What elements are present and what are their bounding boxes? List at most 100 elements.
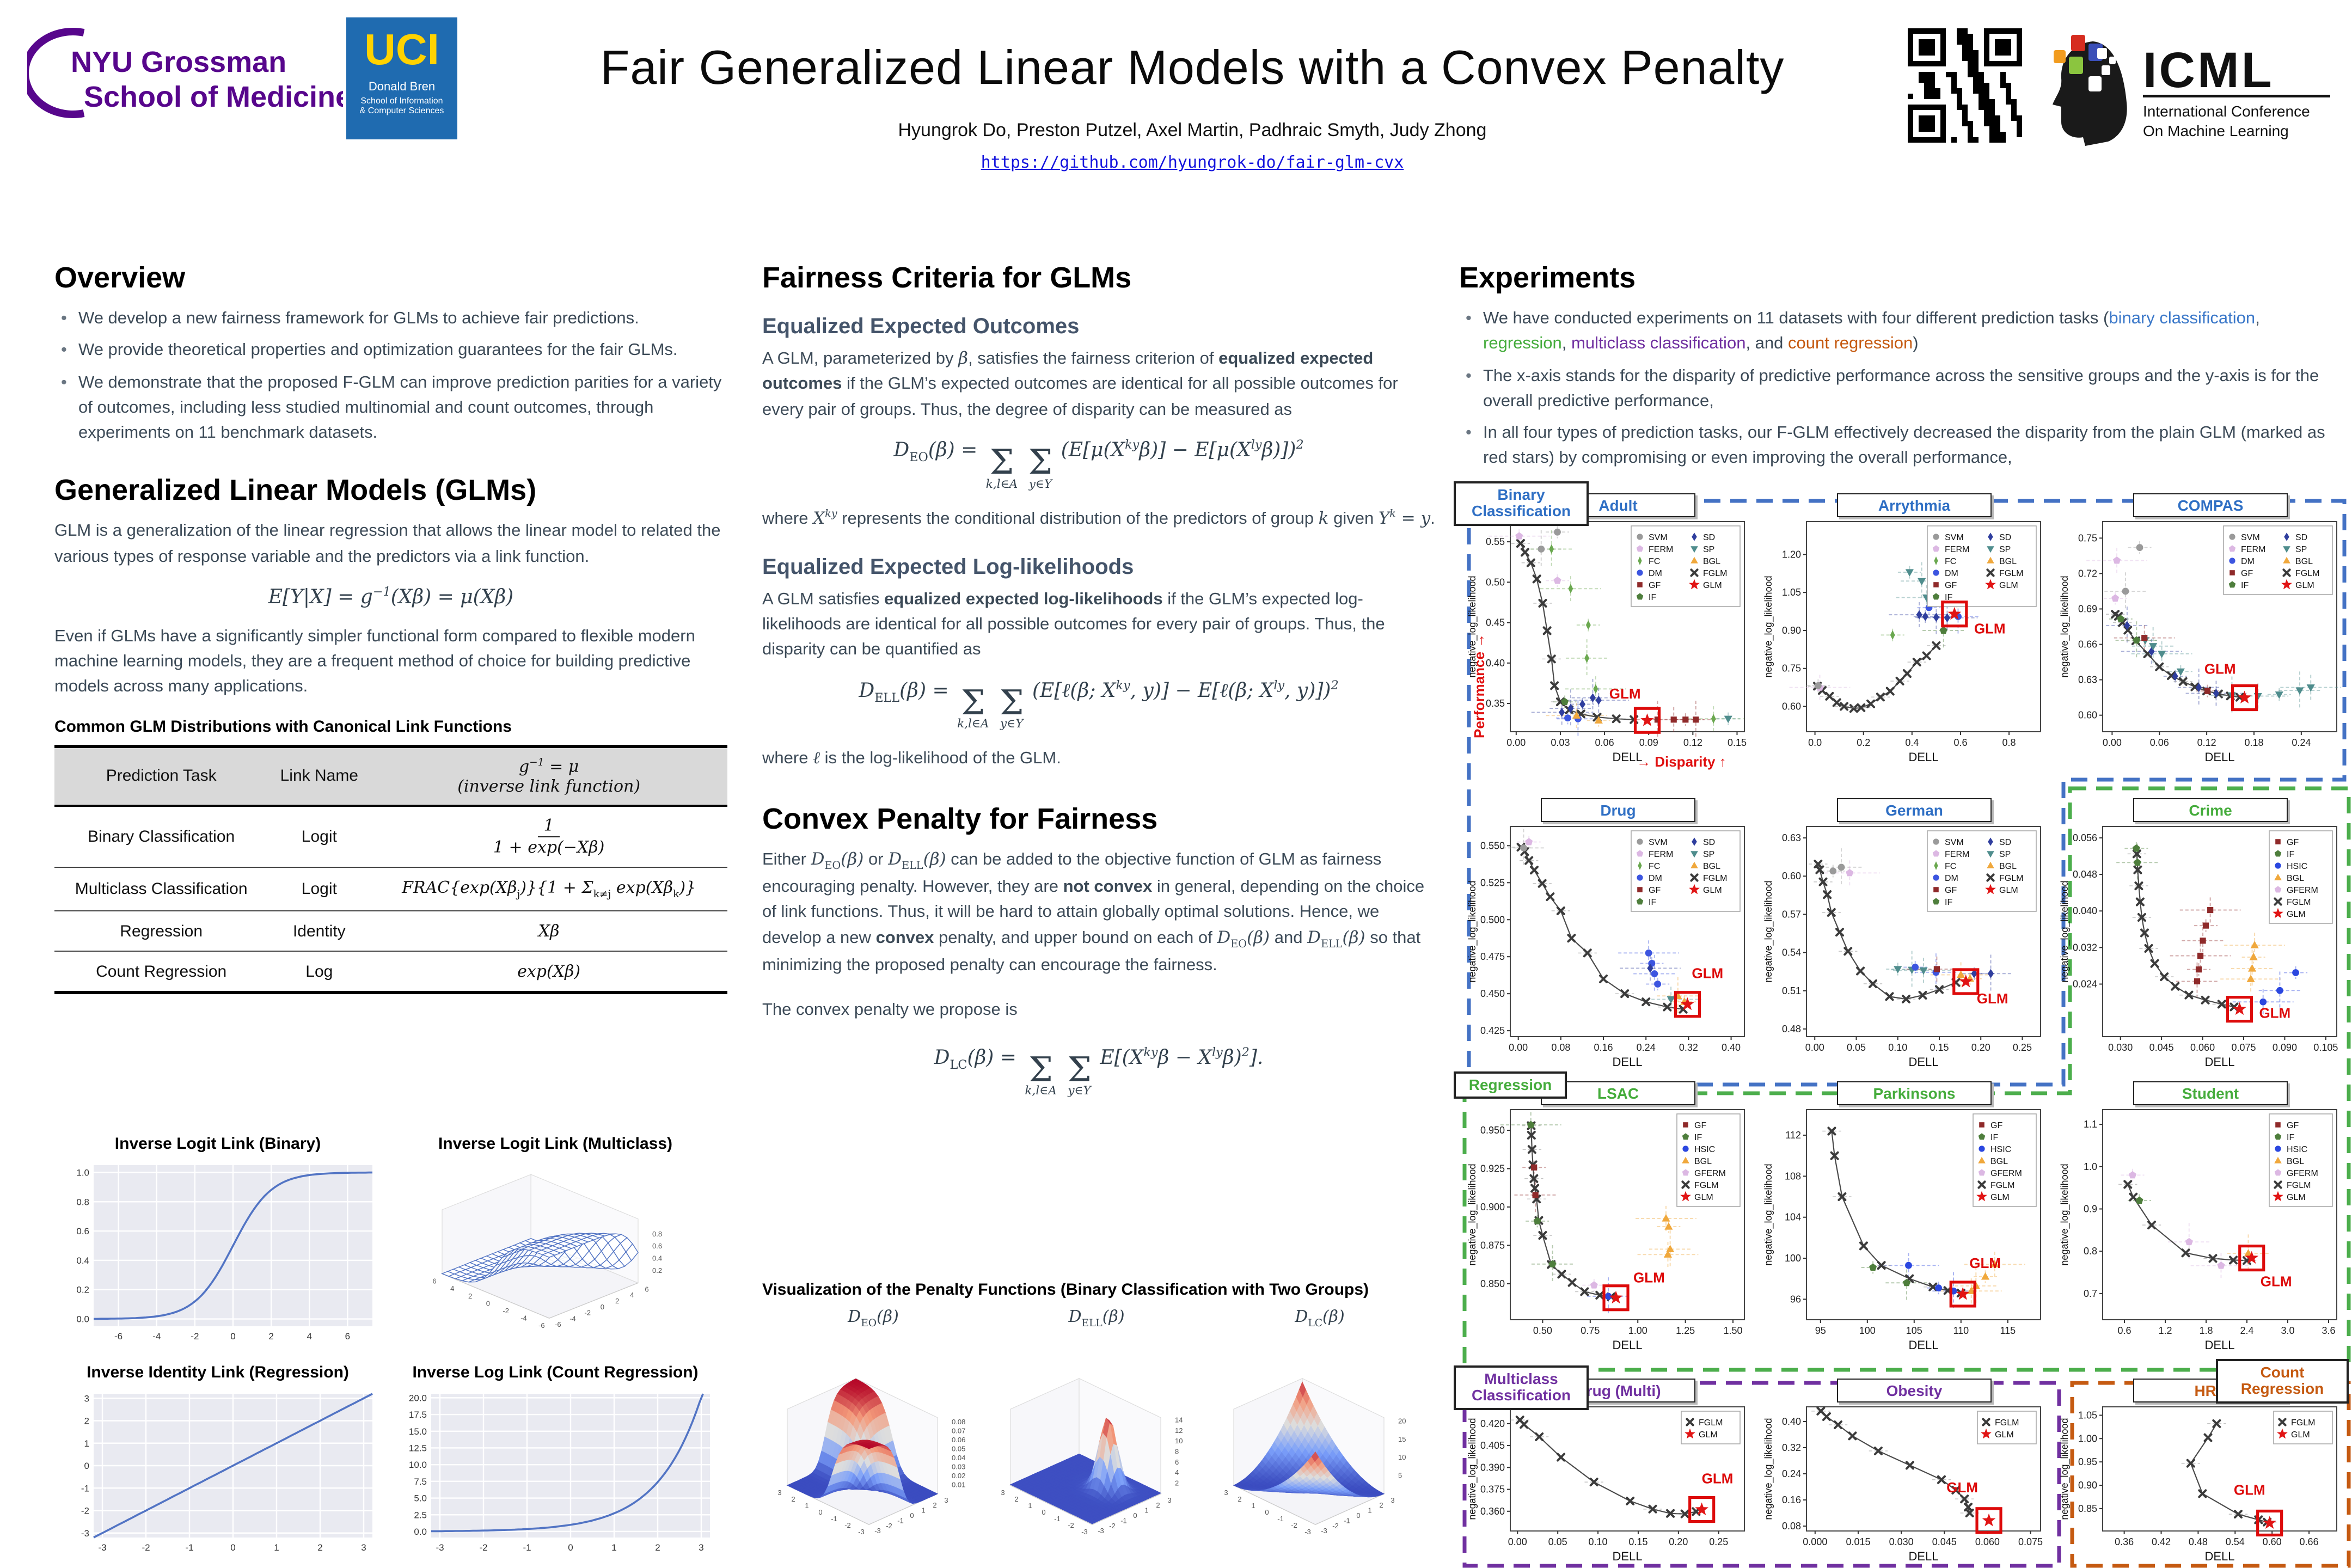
svg-text:15.0: 15.0	[409, 1426, 427, 1437]
svg-text:negative_log_likelihood: negative_log_likelihood	[2059, 880, 2071, 982]
svg-text:-3: -3	[1098, 1527, 1104, 1535]
svg-text:0.54: 0.54	[1782, 947, 1801, 958]
svg-text:DM: DM	[1649, 874, 1662, 883]
svg-text:FGLM: FGLM	[2291, 1418, 2315, 1428]
svg-text:0.8: 0.8	[2084, 1246, 2097, 1257]
svg-text:3: 3	[1167, 1496, 1171, 1504]
plot-lsac: 0.50 0.75 1.00 1.25 1.50 0.850 0.875 0.900 0.925…	[1467, 1109, 1745, 1352]
svg-text:0: 0	[568, 1542, 573, 1553]
svg-text:0.2: 0.2	[76, 1285, 89, 1295]
svg-text:FC: FC	[1945, 862, 1956, 871]
plot-title-obesity: Obesity	[1837, 1379, 1992, 1402]
svg-text:0: 0	[1265, 1508, 1269, 1516]
svg-text:BGL: BGL	[2295, 557, 2313, 566]
svg-text:IF: IF	[1945, 593, 1952, 602]
svg-text:2.5: 2.5	[414, 1510, 427, 1520]
nyu-logo: NYU Grossman School of Medicine	[21, 22, 352, 125]
svg-text:GLM: GLM	[1969, 1255, 2001, 1271]
svg-text:0.24: 0.24	[2292, 737, 2311, 748]
svg-text:0: 0	[230, 1331, 235, 1342]
svg-text:0.51: 0.51	[1782, 985, 1801, 996]
surf-lc-label: DLC(β)	[1295, 1307, 1345, 1330]
svg-text:0.75: 0.75	[2078, 532, 2097, 543]
plot-obesity: 0.000 0.015 0.030 0.045 0.060 0.075 0.08 0.16 0.…	[1763, 1406, 2043, 1563]
icml-line2: On Machine Learning	[2143, 122, 2289, 139]
glm-heading: Generalized Linear Models (GLMs)	[54, 474, 537, 507]
svg-text:1.50: 1.50	[1724, 1325, 1743, 1336]
svg-text:3: 3	[361, 1542, 366, 1553]
svg-text:0.2: 0.2	[652, 1266, 662, 1275]
group-label-multiclass: Multiclass Classification	[1454, 1365, 1589, 1410]
svg-text:2: 2	[317, 1542, 322, 1553]
svg-text:-1: -1	[523, 1542, 531, 1553]
svg-text:0.08: 0.08	[1782, 1521, 1801, 1532]
svg-text:-1: -1	[897, 1516, 904, 1524]
svg-text:6: 6	[432, 1277, 436, 1285]
surface-lc-plot: 3 -3 2 -2 1 -1 0 0 -1 1 -2 2 -3 3 5 10 15 20	[1209, 1326, 1426, 1566]
plot-parkinsons: 95 100 105 110 115 96 100 104 108 112 DELL negative…	[1763, 1109, 2041, 1352]
svg-text:0: 0	[910, 1511, 914, 1520]
svg-text:0.500: 0.500	[1480, 914, 1505, 925]
repo-link[interactable]: https://github.com/hyungrok-do/fair-glm-…	[981, 152, 1404, 172]
svg-text:0.10: 0.10	[1589, 1536, 1608, 1547]
svg-text:1: 1	[274, 1542, 279, 1553]
svg-text:0.045: 0.045	[2149, 1042, 2174, 1053]
svg-text:GF: GF	[1990, 1121, 2002, 1130]
experiments-bullet: We have conducted experiments on 11 data…	[1459, 306, 2343, 357]
svg-text:0.85: 0.85	[2078, 1503, 2097, 1514]
svg-text:0.08: 0.08	[1551, 1042, 1570, 1053]
svg-text:2: 2	[468, 1292, 472, 1300]
svg-text:0.075: 0.075	[2231, 1042, 2256, 1053]
svg-text:-6: -6	[555, 1320, 561, 1328]
svg-text:2: 2	[1379, 1501, 1383, 1509]
svg-text:BGL: BGL	[1694, 1157, 1712, 1166]
svg-text:GLM: GLM	[1946, 1479, 1978, 1496]
qr-code	[1908, 28, 2022, 148]
eo-subheading: Equalized Expected Outcomes	[762, 315, 1080, 339]
svg-text:0: 0	[230, 1542, 235, 1553]
svg-text:FGLM: FGLM	[1995, 1418, 2019, 1428]
svg-text:4: 4	[450, 1284, 454, 1293]
svg-text:0.6: 0.6	[652, 1242, 662, 1250]
svg-text:-6: -6	[114, 1331, 122, 1342]
svg-text:GF: GF	[2287, 838, 2299, 847]
svg-text:BGL: BGL	[2287, 1157, 2304, 1166]
svg-text:BGL: BGL	[2287, 874, 2304, 883]
convex-propose: The convex penalty we propose is	[762, 1001, 1018, 1020]
experiments-bullets: We have conducted experiments on 11 data…	[1459, 306, 2343, 471]
svg-text:negative_log_likelihood: negative_log_likelihood	[2059, 575, 2071, 677]
surf-eo-label: DEO(β)	[848, 1307, 899, 1330]
svg-text:IF: IF	[2287, 1133, 2294, 1142]
svg-text:0: 0	[818, 1508, 822, 1516]
svg-text:2: 2	[791, 1495, 795, 1503]
uci-logo: UCI Donald Bren School of Information & …	[346, 17, 457, 139]
svg-text:-4: -4	[569, 1314, 576, 1322]
svg-text:0.040: 0.040	[2073, 905, 2097, 916]
svg-text:2: 2	[1014, 1495, 1018, 1503]
svg-text:0.02: 0.02	[952, 1472, 965, 1480]
svg-text:0.20: 0.20	[1669, 1536, 1688, 1547]
column-right: Experiments We have conducted experiment…	[1459, 261, 2343, 477]
svg-text:FERM: FERM	[1649, 545, 1673, 554]
svg-text:0.54: 0.54	[2226, 1536, 2245, 1547]
svg-text:0: 0	[1042, 1508, 1045, 1516]
svg-text:3: 3	[1001, 1489, 1004, 1497]
svg-text:0.060: 0.060	[1975, 1536, 2000, 1547]
svg-text:0.16: 0.16	[1594, 1042, 1613, 1053]
svg-text:GLM: GLM	[2287, 910, 2306, 919]
plot-compas: 0.00 0.06 0.12 0.18 0.24 0.60 0.63 0.66 0.69 0.72…	[2059, 521, 2342, 764]
svg-text:0.66: 0.66	[2078, 639, 2097, 650]
svg-text:FGLM: FGLM	[1990, 1181, 2014, 1190]
svg-text:0.16: 0.16	[1782, 1494, 1801, 1505]
svg-text:GF: GF	[1694, 1121, 1706, 1130]
svg-text:GFERM: GFERM	[1990, 1169, 2022, 1178]
svg-text:SVM: SVM	[1945, 533, 1964, 542]
uci-line2: School of Information	[360, 96, 443, 106]
svg-text:110: 110	[1953, 1325, 1969, 1336]
svg-text:DELL: DELL	[2204, 750, 2234, 764]
svg-text:0.09: 0.09	[1639, 737, 1658, 748]
svg-text:1.2: 1.2	[2158, 1325, 2172, 1336]
svg-text:0.390: 0.390	[1480, 1462, 1505, 1473]
link-log-plot: -3 -2 -1 0 1 2 3 0.0 2.5 5.0 7.5 10.0 12.5 15.0 17.5 20…	[394, 1385, 716, 1565]
svg-text:SVM: SVM	[2241, 533, 2260, 542]
